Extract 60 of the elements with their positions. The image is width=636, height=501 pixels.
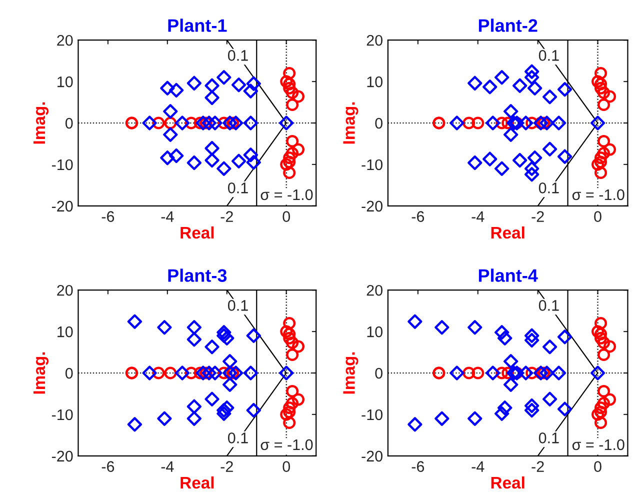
x-axis-title: Real bbox=[180, 476, 214, 489]
annotation: 0.1 bbox=[538, 50, 559, 61]
y-tick-label: 0 bbox=[65, 368, 73, 379]
y-tick-label: 20 bbox=[57, 284, 73, 296]
x-tick-label: -2 bbox=[532, 211, 544, 222]
annotation: 0.1 bbox=[538, 182, 559, 194]
y-tick-label: 20 bbox=[366, 284, 383, 296]
y-tick-label: -10 bbox=[362, 159, 383, 170]
ref-line-label: σ = -1.0 bbox=[260, 189, 313, 200]
y-tick-label: 20 bbox=[57, 34, 73, 46]
y-tick-label: -20 bbox=[362, 450, 383, 462]
x-tick-label: -4 bbox=[472, 211, 484, 222]
y-tick-label: -10 bbox=[362, 409, 383, 420]
y-tick-label: 10 bbox=[367, 326, 383, 338]
y-tick-label: 10 bbox=[58, 76, 73, 88]
y-tick-label: -20 bbox=[52, 450, 73, 462]
x-tick-label: -6 bbox=[412, 211, 424, 222]
y-tick-label: 0 bbox=[65, 118, 73, 129]
x-tick-label: -4 bbox=[161, 211, 174, 222]
x-tick-label: -6 bbox=[412, 461, 424, 472]
x-tick-label: -2 bbox=[532, 461, 544, 472]
ref-line-label: σ = -1.0 bbox=[572, 189, 624, 200]
x-axis-title: Real bbox=[491, 226, 524, 239]
x-tick-label: 0 bbox=[594, 211, 602, 222]
chart-title: Plant-3 bbox=[168, 268, 227, 282]
x-tick-label: 0 bbox=[282, 211, 290, 222]
x-axis-title: Real bbox=[491, 476, 524, 489]
chart-title: Plant-1 bbox=[168, 18, 227, 32]
x-tick-label: -6 bbox=[102, 461, 114, 472]
ref-line-label: σ = -1.0 bbox=[572, 439, 624, 450]
y-axis-title: Imag. bbox=[343, 352, 358, 394]
y-tick-label: -20 bbox=[362, 200, 383, 212]
chart-title: Plant-4 bbox=[478, 268, 538, 282]
y-axis-title: Imag. bbox=[343, 102, 358, 144]
x-axis-title: Real bbox=[180, 226, 214, 239]
y-tick-label: 10 bbox=[58, 326, 73, 338]
y-tick-label: 0 bbox=[375, 368, 382, 379]
y-axis-title: Imag. bbox=[34, 102, 49, 144]
x-tick-label: -6 bbox=[102, 211, 114, 222]
y-tick-label: -10 bbox=[52, 159, 73, 170]
annotation: 0.1 bbox=[228, 432, 248, 444]
y-tick-label: 20 bbox=[366, 34, 383, 46]
x-tick-label: -4 bbox=[472, 461, 484, 472]
y-axis-title: Imag. bbox=[34, 352, 49, 394]
annotation: 0.1 bbox=[228, 50, 248, 61]
x-tick-label: 0 bbox=[282, 461, 290, 472]
x-tick-label: -2 bbox=[220, 461, 233, 472]
y-tick-label: -10 bbox=[52, 409, 73, 420]
annotation: 0.1 bbox=[538, 300, 559, 311]
annotation: 0.1 bbox=[228, 182, 248, 194]
annotation: 0.1 bbox=[538, 432, 559, 444]
ref-line-label: σ = -1.0 bbox=[260, 439, 313, 450]
y-tick-label: -20 bbox=[52, 200, 73, 212]
chart-title: Plant-2 bbox=[478, 18, 538, 32]
x-tick-label: -2 bbox=[220, 211, 233, 222]
y-tick-label: 10 bbox=[367, 76, 383, 88]
x-tick-label: -4 bbox=[161, 461, 174, 472]
annotation: 0.1 bbox=[228, 300, 248, 311]
x-tick-label: 0 bbox=[594, 461, 602, 472]
y-tick-label: 0 bbox=[375, 118, 382, 129]
